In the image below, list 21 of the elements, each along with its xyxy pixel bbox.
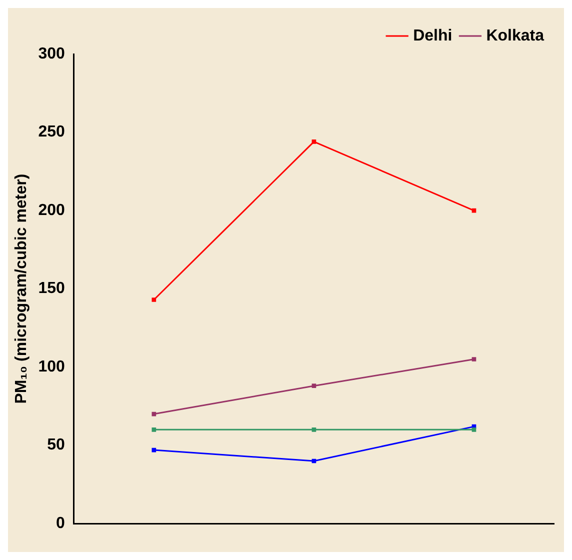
point [312,139,316,144]
y-tick-label: 0 [56,515,65,532]
y-tick-label: 200 [38,202,65,219]
point [152,428,156,432]
point [152,412,156,416]
y-tick-label: 250 [38,124,65,141]
point [472,357,476,362]
point [472,428,476,432]
point [152,448,156,452]
y-tick-label: 150 [38,280,65,298]
legend-label: Kolkata [486,27,544,44]
y-axis-title: PM₁₀ (microgram/cubic meter) [13,174,30,404]
y-tick-label: 100 [38,358,65,376]
y-tick-label: 50 [47,436,65,454]
point [152,298,156,302]
point [312,458,316,464]
point [312,428,316,432]
y-tick-label: 300 [38,45,65,62]
point [312,384,316,388]
legend-label: Delhi [413,27,452,44]
point [472,208,476,213]
